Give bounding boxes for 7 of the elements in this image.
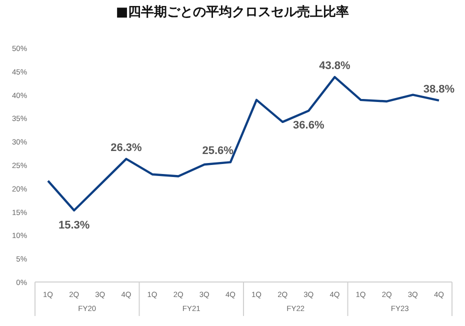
data-label: 26.3% bbox=[110, 142, 142, 154]
data-label: 38.8% bbox=[423, 83, 455, 96]
data-label: 36.6% bbox=[293, 120, 324, 132]
data-label: 25.6% bbox=[202, 145, 234, 158]
data-label: 43.8% bbox=[319, 60, 351, 72]
chart-title: ■四半期ごとの平均クロスセル売上比率 bbox=[116, 4, 350, 20]
data-label: 15.3% bbox=[58, 219, 90, 232]
